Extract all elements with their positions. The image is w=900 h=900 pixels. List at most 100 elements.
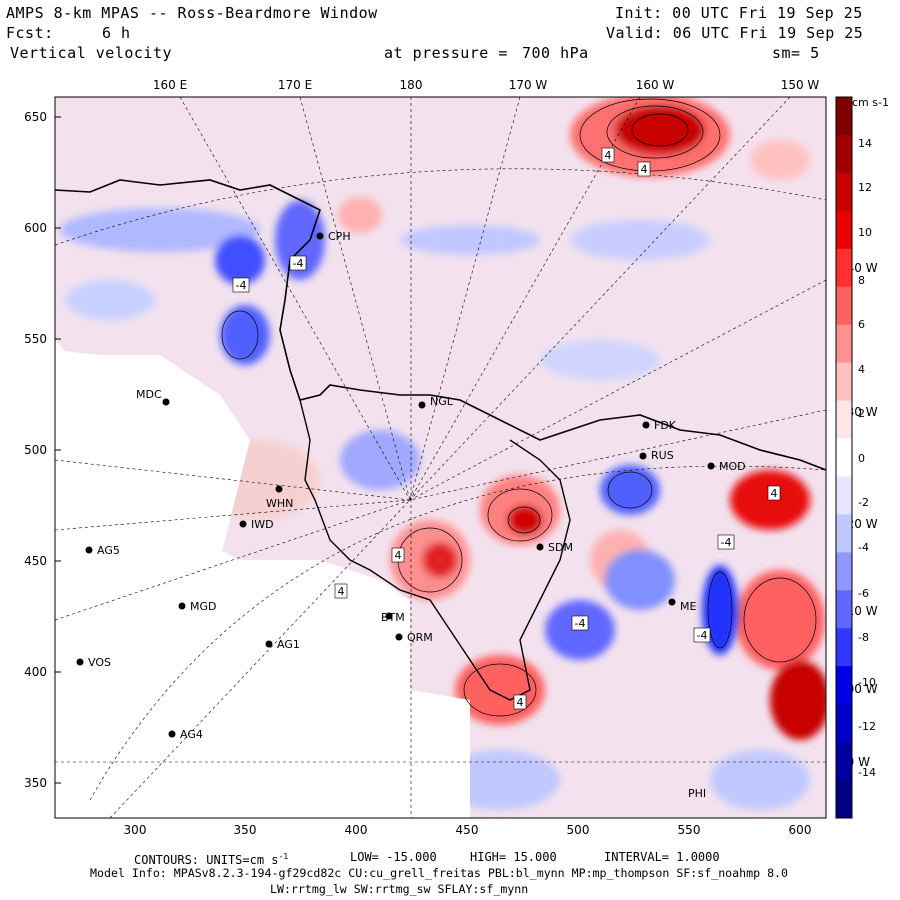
model-physics: LW:rrtmg_lw SW:rrtmg_sw SFLAY:sf_mynn (270, 882, 529, 896)
map-title: AMPS 8-km MPAS -- Ross-Beardmore Window (6, 4, 378, 22)
missing-data-region (55, 350, 410, 818)
colorbar-swatch (836, 134, 852, 174)
lon-label-170e: 170 E (278, 78, 312, 92)
svg-text:IWD: IWD (251, 518, 274, 531)
lon-label-160e: 160 E (153, 78, 187, 92)
lon-label-180: 180 (400, 78, 423, 92)
x-label: 350 (234, 823, 257, 837)
svg-text:-4: -4 (858, 541, 869, 554)
svg-text:RUS: RUS (651, 449, 674, 462)
station-ag1: AG1 (265, 638, 300, 651)
station-cph: CPH (316, 230, 351, 243)
colorbar-swatch (836, 210, 852, 250)
svg-text:AG5: AG5 (97, 544, 120, 557)
y-label: 550 (24, 332, 47, 346)
svg-text:-4: -4 (575, 617, 586, 630)
top-longitude-labels: 160 E 170 E 180 170 W 160 W 150 W (153, 78, 820, 92)
contour-label: -4 (571, 615, 589, 631)
svg-text:4: 4 (517, 696, 524, 709)
colorbar-swatch (836, 666, 852, 705)
svg-text:QRM: QRM (407, 631, 433, 644)
colorbar-swatch (836, 97, 852, 136)
svg-text:cm s-1: cm s-1 (852, 96, 889, 109)
colorbar-swatch (836, 400, 852, 440)
svg-text:BTM: BTM (381, 611, 405, 624)
colorbar-swatch (836, 362, 852, 402)
colorbar-swatch (836, 590, 852, 629)
contour-label: -4 (693, 627, 711, 643)
svg-text:4: 4 (641, 163, 648, 176)
svg-text:NGL: NGL (430, 395, 454, 408)
contour-label: 4 (391, 547, 405, 563)
svg-text:MDC: MDC (136, 388, 162, 401)
svg-text:4: 4 (605, 149, 612, 162)
coastline (55, 179, 826, 471)
svg-text:CPH: CPH (328, 230, 351, 243)
svg-text:WHN: WHN (266, 497, 293, 510)
lon-label-160w: 160 W (636, 78, 675, 92)
svg-text:VOS: VOS (88, 656, 111, 669)
y-label: 350 (24, 776, 47, 790)
colorbar-swatch (836, 172, 852, 212)
lon-label-150w: 150 W (781, 78, 820, 92)
svg-text:FDK: FDK (654, 419, 677, 432)
station-btm: BTM (381, 611, 405, 624)
colorbar-labels: 14 12 10 8 6 4 2 0 -2 -4 -6 -8 -10 -12 -… (858, 137, 876, 779)
downward-motion-areas (60, 200, 810, 810)
svg-text:MGD: MGD (190, 600, 217, 613)
pressure-value: 700 hPa (522, 44, 589, 62)
contour-label: 4 (601, 147, 615, 163)
forecast-hour-value: 6 h (102, 24, 131, 42)
station-whn: WHN (266, 485, 293, 510)
svg-text:6: 6 (858, 318, 865, 331)
station-qrm: QRM (395, 631, 433, 644)
colorbar-frame (835, 96, 853, 819)
svg-text:4: 4 (338, 585, 345, 598)
station-ngl: NGL (418, 395, 454, 409)
svg-text:12: 12 (858, 181, 872, 194)
svg-text:PHI: PHI (688, 787, 706, 800)
station-ag5: AG5 (85, 544, 120, 557)
svg-text:AG4: AG4 (180, 728, 203, 741)
station-rus: RUS (639, 449, 674, 462)
station-phi: PHI (688, 787, 706, 800)
svg-text:-6: -6 (858, 587, 869, 600)
x-label: 400 (345, 823, 368, 837)
model-info: Model Info: MPASv8.2.3-194-gf29cd82c CU:… (90, 866, 789, 880)
svg-text:ME: ME (680, 600, 696, 613)
init-time: Init: 00 UTC Fri 19 Sep 25 (615, 4, 863, 22)
station-sdm: SDM (536, 541, 573, 554)
station-vos: VOS (76, 656, 111, 669)
bottom-axis-labels: 300 350 400 450 500 550 600 (124, 823, 812, 837)
contour-label: -4 (717, 534, 735, 550)
contour-value-labels: 4 4 -4 -4 4 4 -4 4 -4 -4 4 (232, 147, 781, 710)
station-mod: MOD (707, 460, 746, 473)
colorbar-swatch (836, 742, 852, 781)
colorbar-swatch (836, 514, 852, 553)
colorbar-swatch (836, 628, 852, 667)
x-label: 500 (567, 823, 590, 837)
svg-text:-4: -4 (293, 257, 304, 270)
station-mdc: MDC (136, 388, 170, 406)
x-label: 550 (678, 823, 701, 837)
units-text: UNITS=cm s (206, 853, 279, 867)
units-superscript: -1 (278, 852, 289, 861)
svg-text:-8: -8 (858, 631, 869, 644)
colorbar-swatch (836, 476, 852, 515)
field-name: Vertical velocity (10, 44, 173, 62)
lon-label-170w: 170 W (509, 78, 548, 92)
contour-label: 4 (767, 485, 781, 501)
smoothing-value: sm= 5 (772, 44, 820, 62)
valid-time: Valid: 06 UTC Fri 19 Sep 25 (606, 24, 864, 42)
left-axis-ticks (55, 116, 61, 784)
station-me: ME (668, 598, 696, 613)
station-iwd: IWD (239, 518, 274, 531)
x-label: 600 (789, 823, 812, 837)
contour-label: -4 (289, 255, 307, 271)
svg-text:-12: -12 (858, 720, 876, 733)
y-label: 400 (24, 665, 47, 679)
colorbar-swatch (836, 438, 852, 477)
lat-lon-grid (55, 97, 826, 818)
station-fdk: FDK (642, 419, 677, 432)
colorbar-swatch (836, 780, 852, 819)
